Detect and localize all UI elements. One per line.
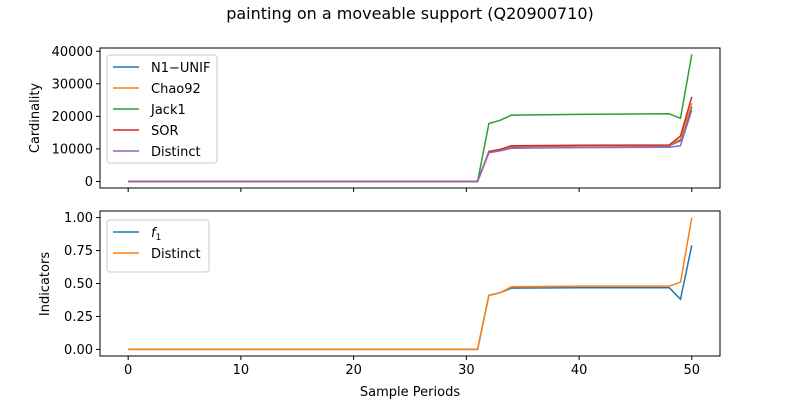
- indicators-y-tick-label: 0.25: [64, 310, 93, 325]
- indicators-y-axis-label: Indicators: [38, 252, 53, 316]
- cardinality-panel: 0 10000 20000 30000 40000 N1−UNIF Chao92 Jack1…: [28, 45, 721, 192]
- cardinality-axis-ticks: 0 10000 20000 30000 40000: [52, 45, 693, 192]
- cardinality-legend: N1−UNIF Chao92 Jack1 SOR Distinct: [106, 54, 218, 164]
- indicators-axis-ticks: 0 10 20 30 40 50 0.00 0.25 0.50 0.75 1.00: [64, 211, 700, 378]
- x-axis-label: Sample Periods: [360, 385, 460, 400]
- indicators-legend-label-1: Distinct: [151, 247, 201, 262]
- cardinality-lines: [128, 54, 693, 183]
- cardinality-series-line-4: [128, 109, 693, 183]
- cardinality-legend-box: [106, 54, 218, 164]
- indicators-series-line-0: [128, 245, 693, 351]
- indicators-legend-label-0: f1: [151, 226, 161, 243]
- cardinality-legend-label-4: Distinct: [151, 145, 201, 160]
- indicators-x-tick-label: 20: [345, 363, 362, 378]
- indicators-legend: f1 Distinct: [106, 219, 210, 273]
- figure-title: painting on a moveable support (Q2090071…: [226, 4, 594, 23]
- indicators-y-tick-label: 0.00: [64, 343, 93, 358]
- indicators-x-tick-label: 40: [571, 363, 588, 378]
- cardinality-legend-label-0: N1−UNIF: [151, 61, 210, 76]
- cardinality-y-tick-label: 40000: [52, 45, 93, 60]
- cardinality-y-tick-label: 20000: [52, 110, 93, 125]
- cardinality-y-tick-label: 10000: [52, 142, 93, 157]
- indicators-legend-box: [106, 219, 210, 273]
- cardinality-legend-label-2: Jack1: [150, 103, 186, 118]
- cardinality-series-line-2: [128, 54, 693, 183]
- indicators-series-line-1: [128, 217, 693, 351]
- cardinality-legend-label-1: Chao92: [151, 82, 201, 97]
- indicators-y-tick-label: 0.50: [64, 277, 93, 292]
- indicators-y-tick-label: 1.00: [64, 211, 93, 226]
- indicators-x-tick-label: 50: [684, 363, 701, 378]
- indicators-x-tick-label: 30: [458, 363, 475, 378]
- indicators-y-tick-label: 0.75: [64, 244, 93, 259]
- cardinality-legend-label-3: SOR: [151, 124, 179, 139]
- cardinality-y-tick-label: 0: [85, 175, 93, 190]
- cardinality-y-tick-label: 30000: [52, 77, 93, 92]
- indicators-x-tick-label: 0: [124, 363, 132, 378]
- indicators-x-tick-label: 10: [233, 363, 250, 378]
- indicators-panel: 0 10 20 30 40 50 0.00 0.25 0.50 0.75 1.00 f1 Distin…: [38, 210, 721, 400]
- cardinality-plot-frame: [99, 47, 721, 189]
- indicators-lines: [128, 217, 693, 351]
- cardinality-y-axis-label: Cardinality: [28, 83, 43, 154]
